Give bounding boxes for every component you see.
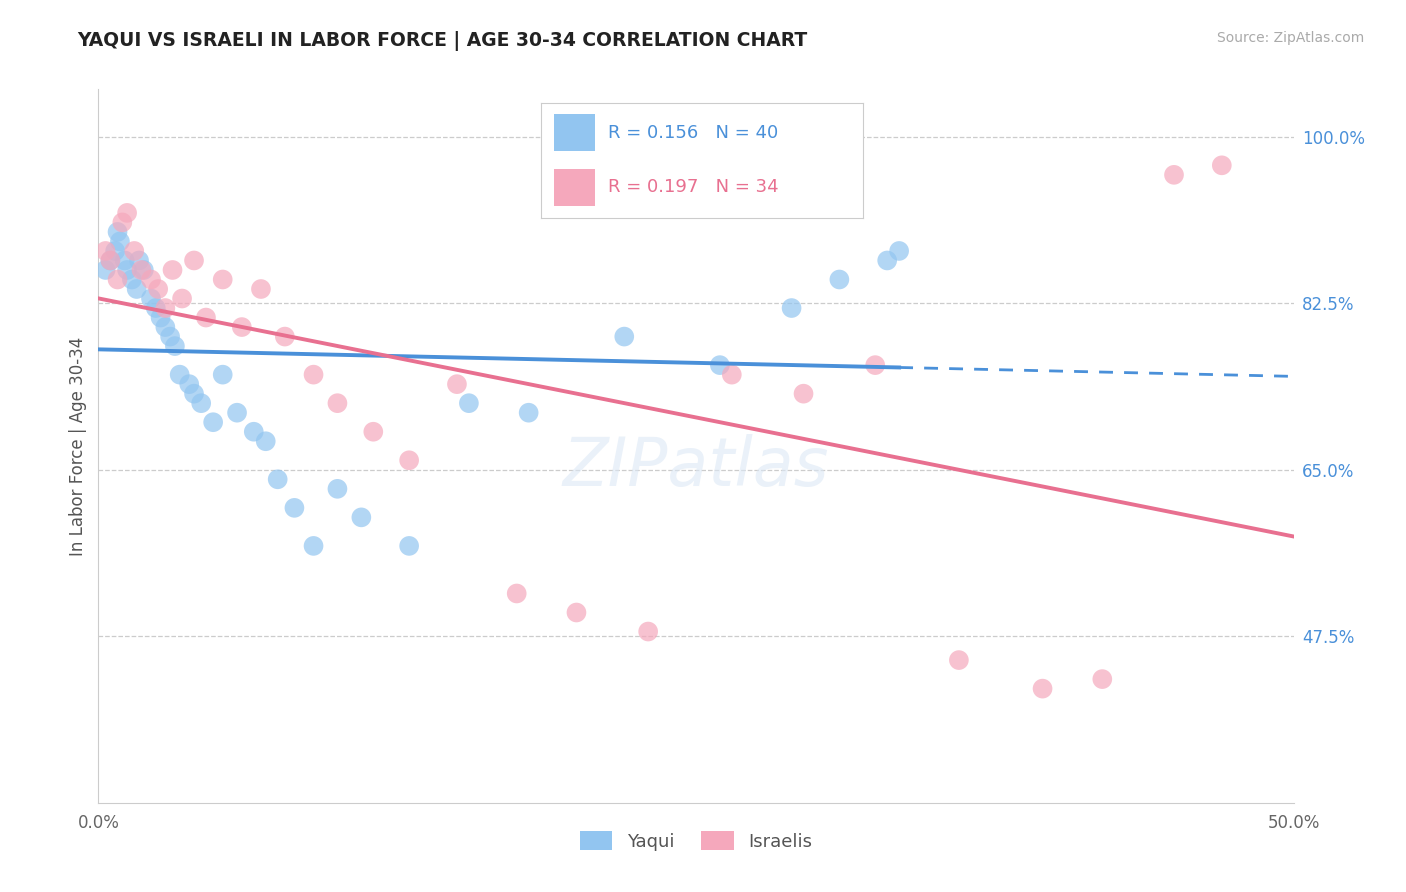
Point — [637, 624, 659, 639]
Point — [155, 320, 177, 334]
Point — [1211, 158, 1233, 172]
Point — [202, 415, 225, 429]
Point — [111, 215, 134, 229]
Point — [565, 606, 588, 620]
Point — [169, 368, 191, 382]
Point — [131, 263, 153, 277]
Point — [326, 396, 349, 410]
Point — [889, 244, 911, 258]
Point — [1091, 672, 1114, 686]
Point — [243, 425, 266, 439]
Point — [517, 406, 540, 420]
Text: Source: ZipAtlas.com: Source: ZipAtlas.com — [1216, 31, 1364, 45]
Point — [98, 253, 122, 268]
Text: YAQUI VS ISRAELI IN LABOR FORCE | AGE 30-34 CORRELATION CHART: YAQUI VS ISRAELI IN LABOR FORCE | AGE 30… — [77, 31, 807, 51]
Point — [350, 510, 373, 524]
Point — [226, 406, 249, 420]
Y-axis label: In Labor Force | Age 30-34: In Labor Force | Age 30-34 — [69, 336, 87, 556]
Point — [107, 272, 129, 286]
Point — [132, 263, 155, 277]
Point — [125, 282, 148, 296]
Point — [302, 539, 325, 553]
Point — [148, 282, 170, 296]
Point — [98, 253, 122, 268]
Point — [283, 500, 305, 515]
Point — [190, 396, 212, 410]
Point — [108, 235, 131, 249]
Point — [104, 244, 127, 258]
Point — [121, 272, 143, 286]
Point — [159, 329, 181, 343]
Point — [876, 253, 898, 268]
Legend: Yaqui, Israelis: Yaqui, Israelis — [572, 824, 820, 858]
Point — [828, 272, 851, 286]
Point — [128, 253, 150, 268]
Point — [231, 320, 253, 334]
Point — [865, 358, 887, 372]
Point — [145, 301, 167, 315]
Point — [793, 386, 815, 401]
Point — [155, 301, 177, 315]
Point — [162, 263, 184, 277]
Point — [302, 368, 325, 382]
Point — [780, 301, 803, 315]
Point — [1032, 681, 1054, 696]
Text: ZIPatlas: ZIPatlas — [562, 434, 830, 500]
Point — [458, 396, 481, 410]
Point — [1163, 168, 1185, 182]
Point — [139, 292, 162, 306]
Point — [274, 329, 297, 343]
Point — [179, 377, 201, 392]
Point — [115, 263, 138, 277]
Point — [398, 453, 420, 467]
Point — [211, 368, 233, 382]
Point — [94, 244, 117, 258]
Point — [211, 272, 233, 286]
Point — [163, 339, 186, 353]
Point — [149, 310, 172, 325]
Point — [326, 482, 349, 496]
Point — [115, 206, 138, 220]
Point — [114, 253, 136, 268]
Point — [94, 263, 117, 277]
Point — [139, 272, 162, 286]
Point — [107, 225, 129, 239]
Point — [183, 253, 205, 268]
Point — [254, 434, 277, 449]
Point — [721, 368, 744, 382]
Point — [506, 586, 529, 600]
Point — [709, 358, 731, 372]
Point — [363, 425, 385, 439]
Point — [124, 244, 146, 258]
Point — [613, 329, 636, 343]
Point — [398, 539, 420, 553]
Point — [250, 282, 273, 296]
Point — [183, 386, 205, 401]
Point — [172, 292, 194, 306]
Point — [948, 653, 970, 667]
Point — [267, 472, 290, 486]
Point — [446, 377, 468, 392]
Point — [195, 310, 218, 325]
